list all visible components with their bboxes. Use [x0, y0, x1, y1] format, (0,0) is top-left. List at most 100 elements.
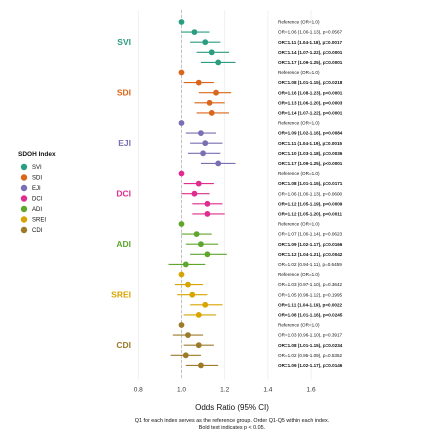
or-annotation: OR=1.16 (1.08-1.23), p<0.0001 [278, 90, 343, 95]
or-annotation: OR=1.08 (1.01-1.16), p=0.0245 [278, 313, 343, 318]
or-annotation: OR=1.14 (1.07-1.22), p=0.0001 [278, 111, 343, 116]
caption-line-1: Q1 for each index serves as the referenc… [135, 418, 329, 424]
or-annotation: OR=1.05 (0.98-1.12), p=0.1995 [278, 292, 343, 297]
legend-marker [20, 205, 28, 213]
or-annotation: Reference (OR=1.0) [278, 171, 320, 176]
or-point [182, 352, 189, 359]
or-annotation: OR=1.09 (1.02-1.16), p=0.0084 [278, 131, 343, 136]
or-annotation: Reference (OR=1.0) [278, 222, 320, 227]
or-point [202, 301, 209, 308]
or-point [195, 312, 202, 318]
or-annotation: OR=1.08 (1.01-1.15), p=0.0234 [278, 343, 343, 348]
or-point [198, 130, 204, 137]
or-point [178, 271, 185, 278]
or-annotation: OR=1.11 (1.04-1.18), p=0.0017 [278, 40, 343, 45]
legend-marker [20, 226, 28, 234]
or-annotation: OR=1.09 (1.02-1.17), p=0.0146 [278, 363, 343, 368]
or-annotation: Reference (OR=1.0) [278, 323, 320, 328]
x-tick-label: 1.0 [177, 386, 186, 393]
or-annotation: OR=1.07 (1.00-1.14), p=0.0623 [278, 232, 343, 237]
caption-line-2: Bold text indicates p < 0.05. [199, 425, 265, 431]
or-point [178, 69, 185, 76]
or-annotation: OR=1.08 (1.01-1.15), p=0.0171 [278, 181, 343, 186]
or-annotation: OR=1.12 (1.04-1.21), p=0.0042 [278, 252, 343, 257]
group-labels: SVI SDI EJI DCI ADI SREI CDI [111, 37, 131, 350]
marks-layer [168, 19, 236, 369]
or-point [198, 362, 204, 369]
x-tick-label: 1.6 [307, 386, 316, 393]
x-axis-ticks: 0.8 1.0 1.2 1.4 1.6 [134, 386, 316, 393]
or-annotation: OR=1.10 (1.03-1.18), p=0.0036 [278, 151, 343, 156]
or-point [195, 79, 202, 86]
or-point [208, 110, 215, 116]
or-point [215, 59, 222, 66]
or-point [193, 231, 200, 238]
or-annotation: OR=1.12 (1.05-1.20), p=0.0011 [278, 212, 343, 217]
or-point [189, 291, 196, 298]
or-point [206, 99, 213, 106]
or-annotation: OR=1.11 (1.04-1.19), p=0.0022 [278, 302, 343, 307]
group-label: SVI [117, 37, 131, 47]
legend-marker [20, 195, 28, 202]
or-annotation: OR=1.03 (0.96-1.10), p=0.3917 [278, 333, 343, 338]
or-annotation: Reference (OR=1.0) [278, 70, 320, 75]
or-point [200, 150, 206, 157]
or-point [185, 332, 191, 338]
group-label: EJI [118, 138, 131, 148]
or-annotation: OR=1.17 (1.09-1.25), p<0.0001 [278, 161, 343, 166]
or-point [202, 140, 209, 147]
or-point [178, 120, 185, 126]
group-label: CDI [116, 340, 131, 350]
x-axis-title: Odds Ratio (95% CI) [195, 403, 269, 412]
x-tick-label: 0.8 [134, 386, 143, 393]
group-label: ADI [116, 239, 131, 249]
or-point [198, 241, 204, 248]
legend-label: SREI [32, 218, 46, 224]
or-annotation: OR=1.08 (1.01-1.15), p=0.0218 [278, 80, 343, 85]
or-annotation: OR=1.09 (1.02-1.17), p=0.0166 [278, 242, 343, 247]
or-point [215, 160, 222, 167]
legend-label: EJI [32, 186, 41, 192]
legend-title: SDOH Index [18, 151, 56, 158]
legend: SDOH Index SVI SDI EJI DCI ADI SREI CDI [18, 151, 56, 234]
or-point [204, 200, 211, 207]
or-annotation: OR=1.06 (1.00-1.13), p=0.0600 [278, 191, 343, 196]
or-point [204, 251, 211, 258]
or-annotation: OR=1.12 (1.05-1.19), p=0.0009 [278, 201, 343, 206]
legend-marker [20, 174, 28, 181]
group-label: SDI [117, 88, 131, 98]
or-point [204, 211, 211, 217]
group-label: DCI [116, 189, 131, 199]
group-label: SREI [111, 290, 131, 300]
or-point [191, 29, 198, 35]
or-annotation: Reference (OR=1.0) [278, 272, 320, 277]
legend-marker [20, 184, 28, 192]
legend-marker [20, 216, 28, 223]
legend-label: SVI [32, 165, 42, 171]
or-annotation: OR=1.14 (1.07-1.22), p=0.0001 [278, 50, 343, 55]
legend-label: ADI [32, 207, 42, 213]
or-point [178, 322, 185, 328]
or-point [178, 170, 185, 177]
or-point [202, 39, 209, 46]
or-point [195, 342, 202, 349]
or-annotation: OR=1.02 (0.94-1.11), p=0.6459 [278, 262, 342, 267]
legend-marker [20, 163, 28, 171]
or-point [178, 19, 185, 25]
legend-label: DCI [32, 197, 43, 203]
or-annotation: OR=1.13 (1.06-1.20), p=0.0003 [278, 100, 343, 105]
or-annotation: OR=1.06 (1.00-1.13), p=0.0567 [278, 30, 343, 35]
or-point [208, 49, 215, 56]
x-tick-label: 1.4 [263, 386, 272, 393]
or-annotation: Reference (OR=1.0) [278, 121, 320, 126]
or-point [191, 190, 198, 197]
or-point [185, 281, 191, 288]
or-annotation: OR=1.03 (0.97-1.10), p=0.3642 [278, 282, 343, 287]
or-annotation: OR=1.02 (0.95-1.09), p=0.5352 [278, 353, 343, 358]
or-annotation: OR=1.17 (1.09-1.25), p=0.0001 [278, 60, 343, 65]
or-point [195, 180, 202, 187]
or-point [178, 221, 185, 227]
or-point [213, 89, 219, 96]
or-annotation: OR=1.11 (1.04-1.19), p=0.0015 [278, 141, 343, 146]
